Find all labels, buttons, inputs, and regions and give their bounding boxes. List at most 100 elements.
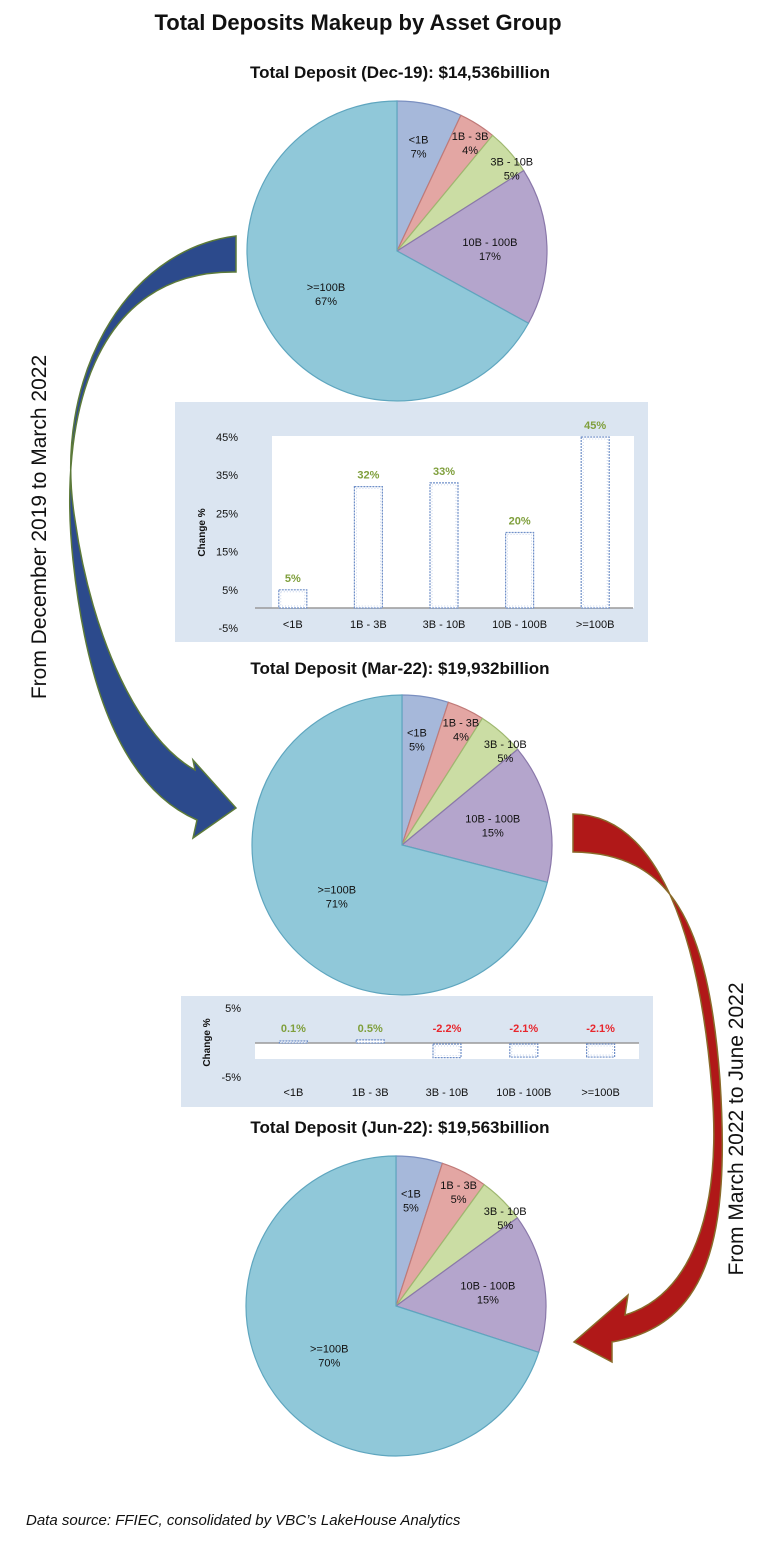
pie-category-label: 10B - 100B (462, 237, 517, 249)
y-tick-label: 35% (216, 470, 238, 482)
pie-category-label: 1B - 3B (440, 1180, 477, 1192)
pie-slice-ge100b (246, 100, 530, 402)
y-tick-label: 15% (216, 547, 238, 559)
pie-percent-label: 67% (315, 296, 337, 308)
pie-percent-label: 17% (479, 251, 501, 263)
x-category-label: 10B - 100B (492, 619, 547, 631)
bar-lt1b (278, 1040, 308, 1044)
pie-slice-10b-100b (394, 1216, 547, 1354)
bar-value-label: 45% (584, 420, 606, 432)
pie-percent-label: 7% (411, 149, 427, 161)
x-category-label: >=100B (581, 1087, 620, 1099)
pie-percent-label: 5% (409, 741, 425, 753)
bar-value-label: -2.2% (433, 1023, 462, 1035)
pie-chart-mar22: <1B 5% 1B - 3B 4% 3B - 10B 5% 10B - 100B 15% >=1… (251, 694, 553, 996)
x-category-label: <1B (283, 619, 303, 631)
pie-slice-10b-100b (395, 169, 548, 325)
pie-chart-jun22: <1B 5% 1B - 3B 5% 3B - 10B 5% 10B - 100B 15% >=1… (245, 1155, 547, 1457)
bar-value-label: 33% (433, 466, 455, 478)
bar-chart-dec19-mar22: 45% 35% 25% 15% 5% -5% Change % 5% <1B 32% 1B - 3B… (175, 402, 648, 642)
y-tick-label: 45% (216, 432, 238, 444)
pie-percent-label: 15% (482, 828, 504, 840)
bar-ge100b (580, 436, 610, 609)
bar-1b-3b (355, 1039, 385, 1044)
red-curved-arrow (572, 813, 724, 1364)
x-category-label: >=100B (576, 619, 615, 631)
bar-texture (355, 488, 381, 607)
x-category-label: 1B - 3B (352, 1087, 389, 1099)
bar-texture (434, 1045, 460, 1057)
y-tick-label: -5% (218, 623, 238, 635)
bar-value-label: -2.1% (586, 1023, 615, 1035)
pie-category-label: 1B - 3B (452, 131, 489, 143)
y-axis-label: Change % (197, 508, 208, 556)
side-label-left: From December 2019 to March 2022 (28, 354, 51, 700)
pie-category-label: 10B - 100B (465, 814, 520, 826)
bar-lt1b (278, 589, 308, 609)
x-category-label: <1B (283, 1087, 303, 1099)
bar-ge100b (585, 1043, 616, 1058)
bar-10b-100b (509, 1043, 539, 1058)
y-axis-label: Change % (202, 1018, 213, 1066)
pie-percent-label: 4% (462, 145, 478, 157)
pie-percent-label: 71% (326, 899, 348, 911)
pie-percent-label: 70% (318, 1357, 340, 1369)
pie-percent-label: 5% (403, 1202, 419, 1214)
x-category-label: 10B - 100B (496, 1087, 551, 1099)
y-tick-label: 5% (225, 1003, 241, 1015)
pie-category-label: >=100B (318, 885, 357, 897)
pie-slice-ge100b (251, 694, 549, 996)
bar-10b-100b (505, 531, 535, 609)
bar-value-label: -2.1% (509, 1023, 538, 1035)
bar-texture (431, 484, 457, 607)
data-source-footer: Data source: FFIEC, consolidated by VBC’… (26, 1512, 461, 1529)
bar-texture (280, 591, 306, 607)
side-label-right: From March 2022 to June 2022 (725, 982, 748, 1276)
bar-value-label: 0.5% (358, 1023, 383, 1035)
pie-title-mar22: Total Deposit (Mar-22): $19,932billion (250, 659, 550, 678)
pie-category-label: 3B - 10B (484, 1206, 527, 1218)
bar-texture (582, 438, 608, 607)
y-tick-label: 25% (216, 508, 238, 520)
x-category-label: 3B - 10B (423, 619, 466, 631)
pie-percent-label: 15% (477, 1294, 499, 1306)
pie-percent-label: 5% (451, 1194, 467, 1206)
x-category-label: 1B - 3B (350, 619, 387, 631)
pie-category-label: 10B - 100B (460, 1280, 515, 1292)
bar-chart-mar22-jun22: 5% -5% Change % 0.1% <1B 0.5% 1B - 3B -2.2% 3B -… (181, 996, 653, 1107)
x-category-label: 3B - 10B (426, 1087, 469, 1099)
pie-slice-ge100b (245, 1155, 540, 1457)
page-title: Total Deposits Makeup by Asset Group (154, 10, 562, 35)
bar-value-label: 32% (357, 470, 379, 482)
pie-category-label: >=100B (310, 1343, 349, 1355)
bar-value-label: 5% (285, 573, 301, 585)
bar-texture (507, 534, 533, 607)
pie-category-label: <1B (401, 1188, 421, 1200)
pie-category-label: <1B (407, 727, 427, 739)
bar-1b-3b (353, 486, 383, 609)
pie-category-label: <1B (409, 135, 429, 147)
pie-percent-label: 4% (453, 731, 469, 743)
bar-value-label: 20% (509, 516, 531, 528)
pie-title-dec19: Total Deposit (Dec-19): $14,536billion (249, 63, 551, 82)
bar-3b-10b (432, 1043, 462, 1059)
bar-texture (588, 1045, 613, 1056)
bar-3b-10b (429, 482, 459, 609)
pie-percent-label: 5% (497, 753, 513, 765)
pie-percent-label: 5% (497, 1220, 513, 1232)
pie-title-jun22: Total Deposit (Jun-22): $19,563billion (250, 1118, 550, 1137)
pie-category-label: 3B - 10B (490, 157, 533, 169)
pie-category-label: >=100B (307, 282, 346, 294)
y-tick-label: -5% (221, 1072, 241, 1084)
blue-curved-arrow (68, 235, 238, 840)
bar-value-label: 0.1% (281, 1023, 306, 1035)
bar-texture (511, 1045, 537, 1056)
y-tick-label: 5% (222, 585, 238, 597)
pie-slice-10b-100b (400, 748, 553, 884)
pie-category-label: 3B - 10B (484, 739, 527, 751)
pie-category-label: 1B - 3B (443, 717, 480, 729)
pie-percent-label: 5% (504, 171, 520, 183)
pie-chart-dec19: <1B 7% 1B - 3B 4% 3B - 10B 5% 10B - 100B 17% >=1… (246, 100, 548, 402)
